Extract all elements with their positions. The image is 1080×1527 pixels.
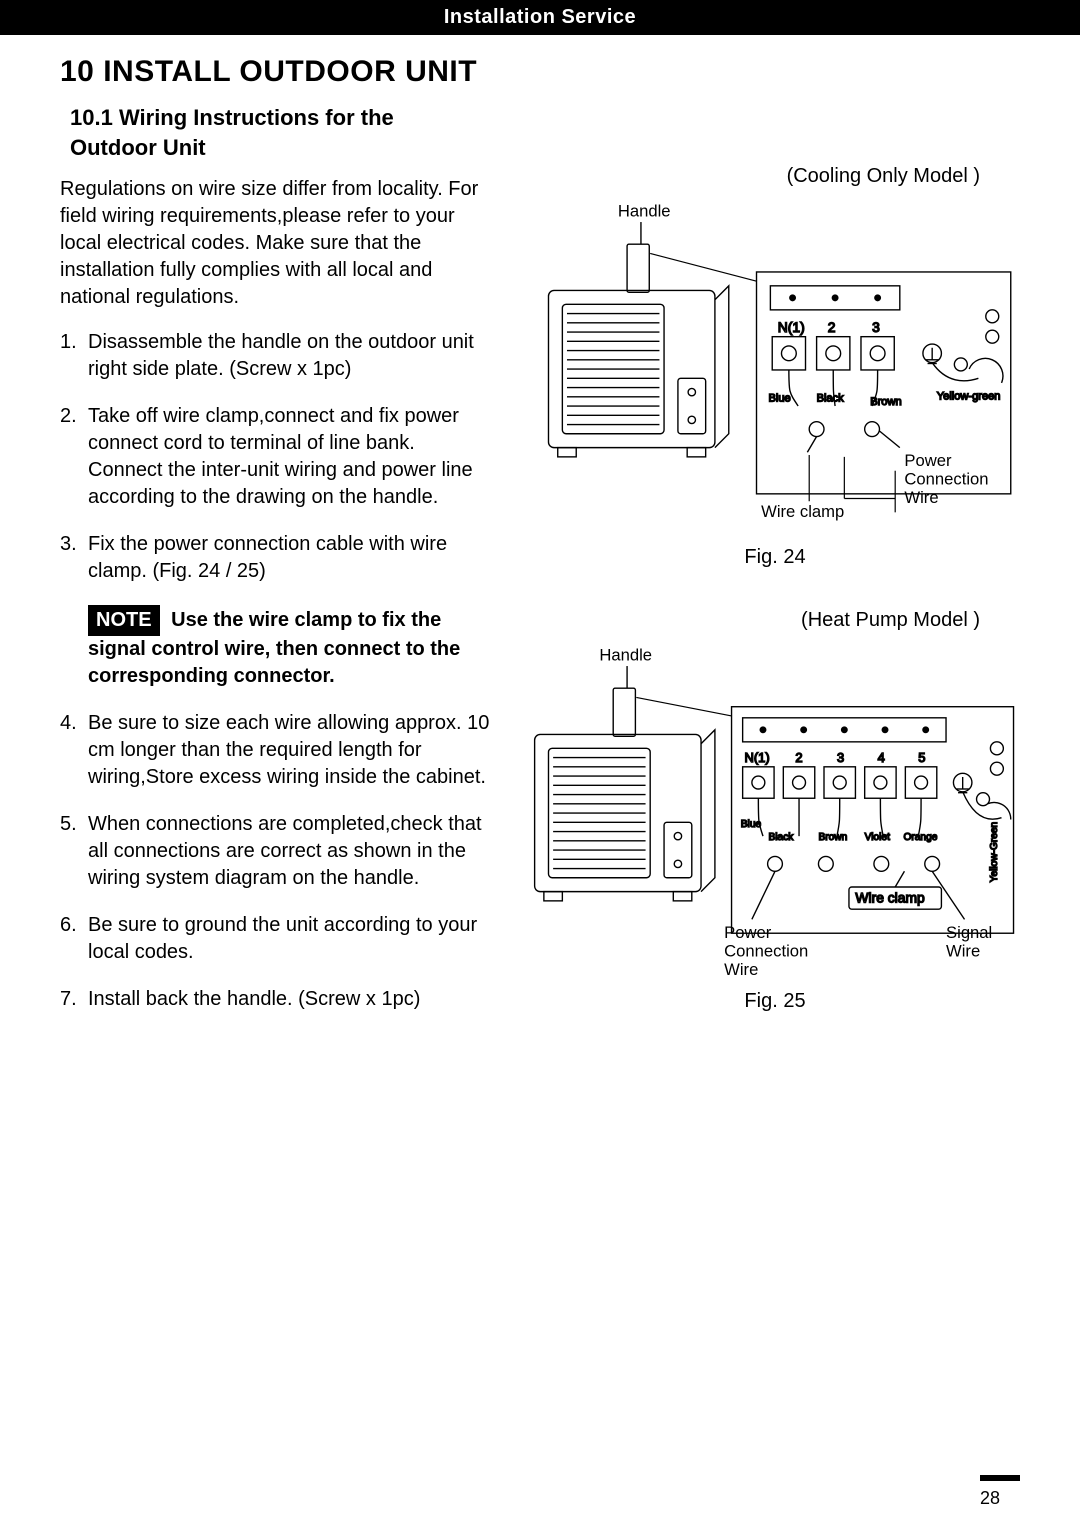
page-number: 28 [980, 1467, 1020, 1509]
fig25-caption: Fig. 25 [530, 990, 1020, 1013]
fig25-diagram: Handle [530, 642, 1020, 975]
step-list: Disassemble the handle on the outdoor un… [60, 329, 490, 585]
svg-text:Wire: Wire [724, 960, 758, 975]
fig24-wireclamp: Wire clamp [761, 502, 844, 521]
page-number-value: 28 [980, 1488, 1000, 1508]
svg-text:Blue: Blue [769, 392, 791, 404]
step-list-cont: Be sure to size each wire allowing appro… [60, 710, 490, 1013]
fig25-model: (Heat Pump Model ) [530, 609, 1020, 632]
step-4: Be sure to size each wire allowing appro… [60, 710, 490, 791]
svg-text:N(1): N(1) [744, 750, 769, 765]
section-title: 10 INSTALL OUTDOOR UNIT [60, 55, 490, 89]
subsection-l1: Wiring Instructions for the [119, 105, 394, 130]
terminal-panel-5: N(1) 2 3 4 5 [732, 707, 1014, 934]
svg-text:Connection: Connection [904, 470, 988, 489]
svg-text:4: 4 [878, 750, 885, 765]
svg-text:Wire clamp: Wire clamp [855, 890, 925, 906]
terminal-panel: N(1) 2 3 [757, 272, 1011, 494]
note-box: NOTE Use the wire clamp to fix the signa… [60, 605, 490, 690]
section-name: INSTALL OUTDOOR UNIT [103, 55, 477, 88]
subsection-l2: Outdoor Unit [70, 135, 206, 160]
svg-text:Yellow-Green: Yellow-Green [989, 822, 1000, 883]
svg-text:3: 3 [872, 319, 880, 335]
svg-text:Blue: Blue [741, 819, 762, 830]
step-2: Take off wire clamp,connect and fix powe… [60, 403, 490, 511]
svg-text:Connection: Connection [724, 941, 808, 960]
step-6: Be sure to ground the unit according to … [60, 912, 490, 966]
svg-text:Black: Black [769, 832, 795, 843]
note-label: NOTE [88, 605, 160, 636]
outdoor-unit-icon-2 [535, 688, 715, 901]
svg-text:Power: Power [904, 451, 952, 470]
fig25-handle-label: Handle [599, 645, 652, 664]
section-num: 10 [60, 55, 94, 88]
right-column: (Cooling Only Model ) Handle [530, 55, 1020, 1053]
svg-text:Violet: Violet [865, 832, 890, 843]
subsection-title: 10.1 Wiring Instructions for the Outdoor… [70, 103, 490, 162]
svg-text:5: 5 [918, 750, 925, 765]
step-3: Fix the power connection cable with wire… [60, 531, 490, 585]
svg-text:Brown: Brown [818, 832, 847, 843]
svg-text:2: 2 [795, 750, 802, 765]
svg-text:2: 2 [828, 319, 836, 335]
fig24-caption: Fig. 24 [530, 546, 1020, 569]
svg-text:3: 3 [837, 750, 844, 765]
left-column: 10 INSTALL OUTDOOR UNIT 10.1 Wiring Inst… [60, 55, 490, 1053]
subsection-num: 10.1 [70, 105, 113, 130]
figure-24: (Cooling Only Model ) Handle [530, 165, 1020, 569]
figure-25: (Heat Pump Model ) Handle [530, 609, 1020, 1013]
outdoor-unit-icon [548, 244, 728, 457]
svg-text:Orange: Orange [904, 832, 938, 843]
step-5: When connections are completed,check tha… [60, 811, 490, 892]
svg-text:Yellow-green: Yellow-green [937, 391, 1001, 403]
page-header: Installation Service [0, 0, 1080, 35]
svg-text:Wire: Wire [946, 941, 980, 960]
intro-paragraph: Regulations on wire size differ from loc… [60, 176, 490, 311]
fig24-model: (Cooling Only Model ) [530, 165, 1020, 188]
fig24-handle-label: Handle [618, 201, 671, 220]
step-7: Install back the handle. (Screw x 1pc) [60, 986, 490, 1013]
svg-text:Signal: Signal [946, 923, 992, 942]
svg-text:Wire: Wire [904, 488, 938, 507]
step-1: Disassemble the handle on the outdoor un… [60, 329, 490, 383]
svg-text:Brown: Brown [870, 396, 901, 408]
svg-text:Black: Black [817, 392, 845, 404]
page-body: 10 INSTALL OUTDOOR UNIT 10.1 Wiring Inst… [0, 35, 1080, 1053]
fig24-diagram: Handle [530, 198, 1020, 531]
svg-text:Power: Power [724, 923, 772, 942]
svg-text:N(1): N(1) [778, 319, 805, 335]
